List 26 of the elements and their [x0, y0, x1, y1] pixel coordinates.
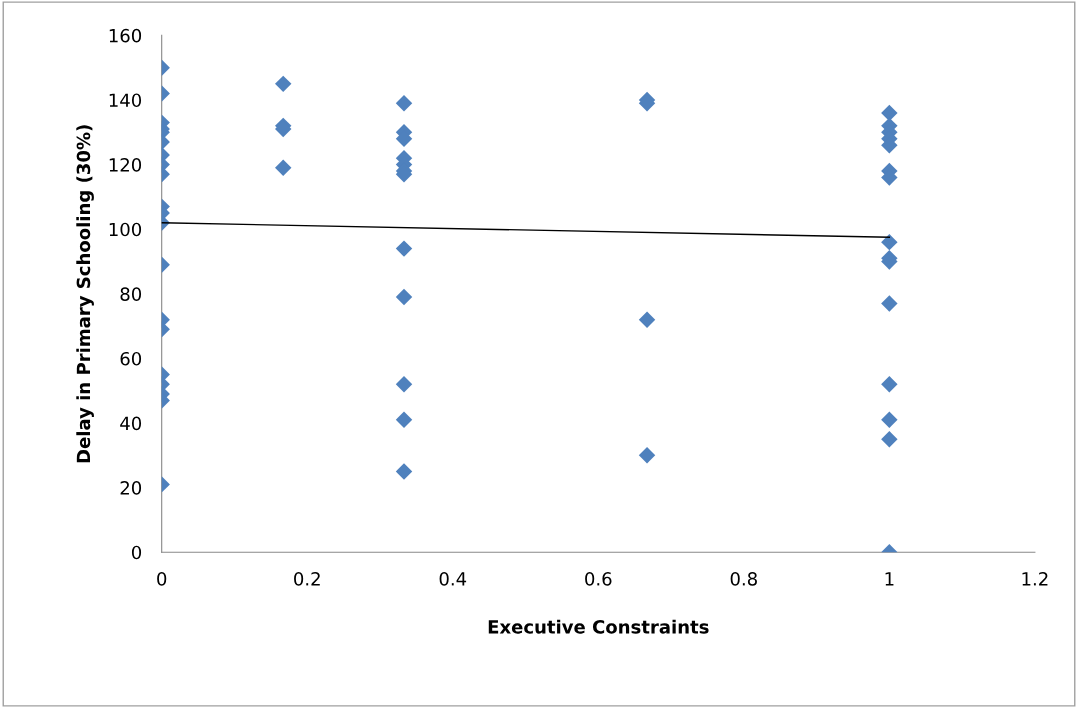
x-tick-label: 0	[157, 572, 167, 586]
point	[881, 233, 898, 251]
point	[638, 311, 656, 328]
x-tick-label: 0.8	[730, 572, 757, 586]
point	[881, 411, 898, 429]
point	[881, 104, 898, 122]
point	[881, 376, 898, 393]
y-tick-label: 20	[120, 481, 142, 495]
x-tick-label: 0.2	[294, 572, 320, 586]
y-tick-label: 0	[131, 545, 142, 560]
y-tick-label: 140	[109, 93, 142, 108]
point	[638, 447, 656, 464]
y-tick-label: 80	[120, 287, 142, 301]
x-axis-title: Executive Constraints	[488, 619, 709, 634]
x-tick-label: 1.2	[1022, 572, 1048, 586]
y-tick-label: 60	[120, 351, 142, 366]
x-tick-label: 0.6	[585, 572, 612, 586]
point	[881, 430, 898, 448]
x-tick-label: 1	[885, 572, 894, 586]
y-tick-label: 120	[109, 158, 142, 172]
x-tick-label: 0.4	[439, 572, 467, 586]
y-tick-label: 160	[109, 28, 142, 43]
y-tick-label: 100	[109, 222, 142, 237]
y-axis-title: Delay in Primary Schooling (30%)	[76, 125, 94, 463]
y-tick-label: 40	[120, 416, 142, 431]
point	[881, 295, 898, 312]
